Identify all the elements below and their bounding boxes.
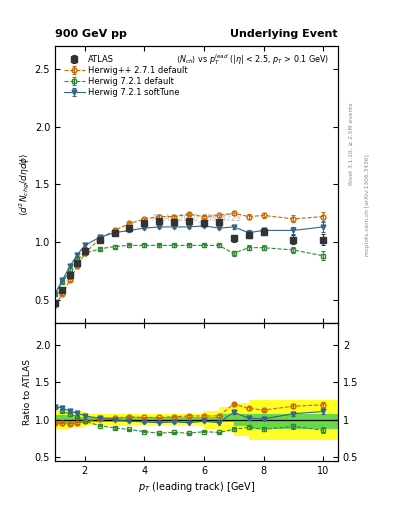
Text: ATLAS_2010_S8894728: ATLAS_2010_S8894728: [151, 213, 242, 222]
Text: Rivet 3.1.10, ≥ 2.5M events: Rivet 3.1.10, ≥ 2.5M events: [349, 102, 354, 185]
Y-axis label: Ratio to ATLAS: Ratio to ATLAS: [23, 359, 32, 424]
Y-axis label: $\langle d^2 N_{chg}/d\eta d\phi \rangle$: $\langle d^2 N_{chg}/d\eta d\phi \rangle…: [17, 153, 32, 216]
Text: 900 GeV pp: 900 GeV pp: [55, 29, 127, 39]
Text: mcplots.cern.ch [arXiv:1306.3436]: mcplots.cern.ch [arXiv:1306.3436]: [365, 154, 370, 255]
X-axis label: $p_T$ (leading track) [GeV]: $p_T$ (leading track) [GeV]: [138, 480, 255, 494]
Legend: ATLAS, Herwig++ 2.7.1 default, Herwig 7.2.1 default, Herwig 7.2.1 softTune: ATLAS, Herwig++ 2.7.1 default, Herwig 7.…: [62, 53, 189, 99]
Text: Underlying Event: Underlying Event: [230, 29, 338, 39]
Text: $\langle N_{ch}\rangle$ vs $p_T^{lead}$ (|$\eta$| < 2.5, $p_T$ > 0.1 GeV): $\langle N_{ch}\rangle$ vs $p_T^{lead}$ …: [176, 52, 329, 67]
